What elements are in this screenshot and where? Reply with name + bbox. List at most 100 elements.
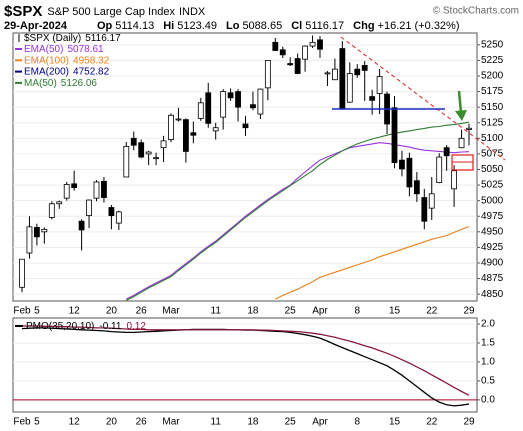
candle-body [197,102,204,119]
candle-body [331,68,338,81]
candle-body [205,92,212,124]
candle-body [436,156,443,183]
x-tick-label: 12 [69,306,81,317]
symbol: $SPX [4,3,42,20]
candle-body [56,201,63,205]
exchange: INDX [179,6,206,18]
field-label: Cl [291,20,302,32]
y-tick-label: 4900 [481,258,504,269]
candle-body [294,58,301,74]
y-tick-label: 5150 [481,102,504,113]
x-tick-label: 8 [354,306,360,317]
y-tick-label: 4925 [481,242,504,253]
legend-entry: EMA(100) 4958.32 [24,55,110,66]
candle-body [175,118,182,121]
watermark: © StockCharts.com [433,6,519,17]
y-tick-label: 5200 [481,71,504,82]
y-tick-label: 5225 [481,55,504,66]
candle-body [451,170,458,190]
candle-body [264,60,271,89]
legend-name: MA(50) [24,78,57,89]
legend-value: 0.12 [126,321,146,332]
candle-body [466,127,472,130]
legend-entry: PMO(35,20,10) -0.11 0.12 [26,321,146,332]
x-tick-label: 22 [426,306,438,317]
legend-value: 4958.32 [73,55,110,66]
y-tick-label: 5075 [481,149,504,160]
candle-body [48,203,55,218]
y-tick-label: 4850 [481,289,504,300]
x-tick-label: 11 [211,417,222,428]
trend-line [340,36,506,161]
candle-body [324,72,331,75]
x-tick-label: 5 [34,417,40,428]
candle-body [369,96,376,101]
candle-body [391,107,398,164]
candle-body [26,226,33,254]
x-tick-label: 8 [354,417,360,428]
candle-body [101,180,107,198]
candle-body [130,137,137,146]
x-tick-label: Apr [312,306,328,317]
x-tick-label: 26 [136,417,148,428]
x-tick-label: 26 [136,306,148,317]
plot-layer: 4850 4875 4900 4925 4950 4975 5000 5025 5050 5075… [13,33,504,428]
x-tick-label: 5 [34,306,40,317]
y-tick-label: 5050 [481,164,504,175]
field-value: +16.21 (+0.32%) [378,20,460,32]
candle-body [115,211,122,224]
legend-value: 5116.17 [85,33,121,44]
legend-name: EMA(200) [24,66,69,77]
arrow-head [455,110,467,121]
candle-body [138,142,145,158]
candle-body [145,151,152,155]
x-tick-label: 15 [389,417,401,428]
arrow-shaft [457,90,463,114]
candle-body [242,123,249,129]
candle-body [86,199,92,217]
x-tick-label: Feb [13,306,31,317]
y-tick-label: 1.5 [481,338,495,349]
candle-body [317,39,323,50]
legend-entry: EMA(200) 4752.82 [24,66,110,77]
x-tick-label: 25 [285,306,297,317]
legend-value: 5126.06 [61,78,98,89]
index-name: S&P 500 Large Cap Index [47,6,175,18]
candle-body [339,48,346,110]
candle-body [227,92,234,99]
x-tick-label: 29 [463,306,475,317]
candle-body [71,183,78,188]
candle-body [399,159,405,170]
pmo-panel [12,317,478,413]
candle-body [220,91,227,118]
legend-entry: EMA(50) 5078.61 [24,44,104,55]
legend-value: 5078.61 [67,44,104,55]
x-tick-label: Feb [13,417,31,428]
y-tick-label: 5025 [481,180,504,191]
candle-body [250,104,256,109]
legend-value: -0.11 [99,321,121,332]
candle-body [302,45,309,60]
candle-body [376,76,383,94]
candle-body [168,114,174,140]
candle-body [272,41,279,51]
candle-body [182,119,189,152]
candle-body [443,147,450,157]
y-tick-label: 4950 [481,226,504,237]
y-tick-label: 4975 [481,211,504,222]
candle-body [287,63,294,66]
y-tick-label: 5000 [481,195,504,206]
candle-body [361,65,368,71]
indicator-line [275,226,470,300]
field-value: 5116.17 [305,20,344,32]
legend-entry: MA(50) 5126.06 [24,78,97,89]
candle-body [354,68,361,76]
candle-body [190,132,197,136]
x-tick-label: 22 [426,417,438,428]
y-tick-label: 0.0 [481,395,495,406]
y-tick-label: 2.0 [481,319,495,330]
y-tick-label: 5100 [481,133,504,144]
candle-body [413,180,420,195]
y-tick-label: 5175 [481,86,504,97]
